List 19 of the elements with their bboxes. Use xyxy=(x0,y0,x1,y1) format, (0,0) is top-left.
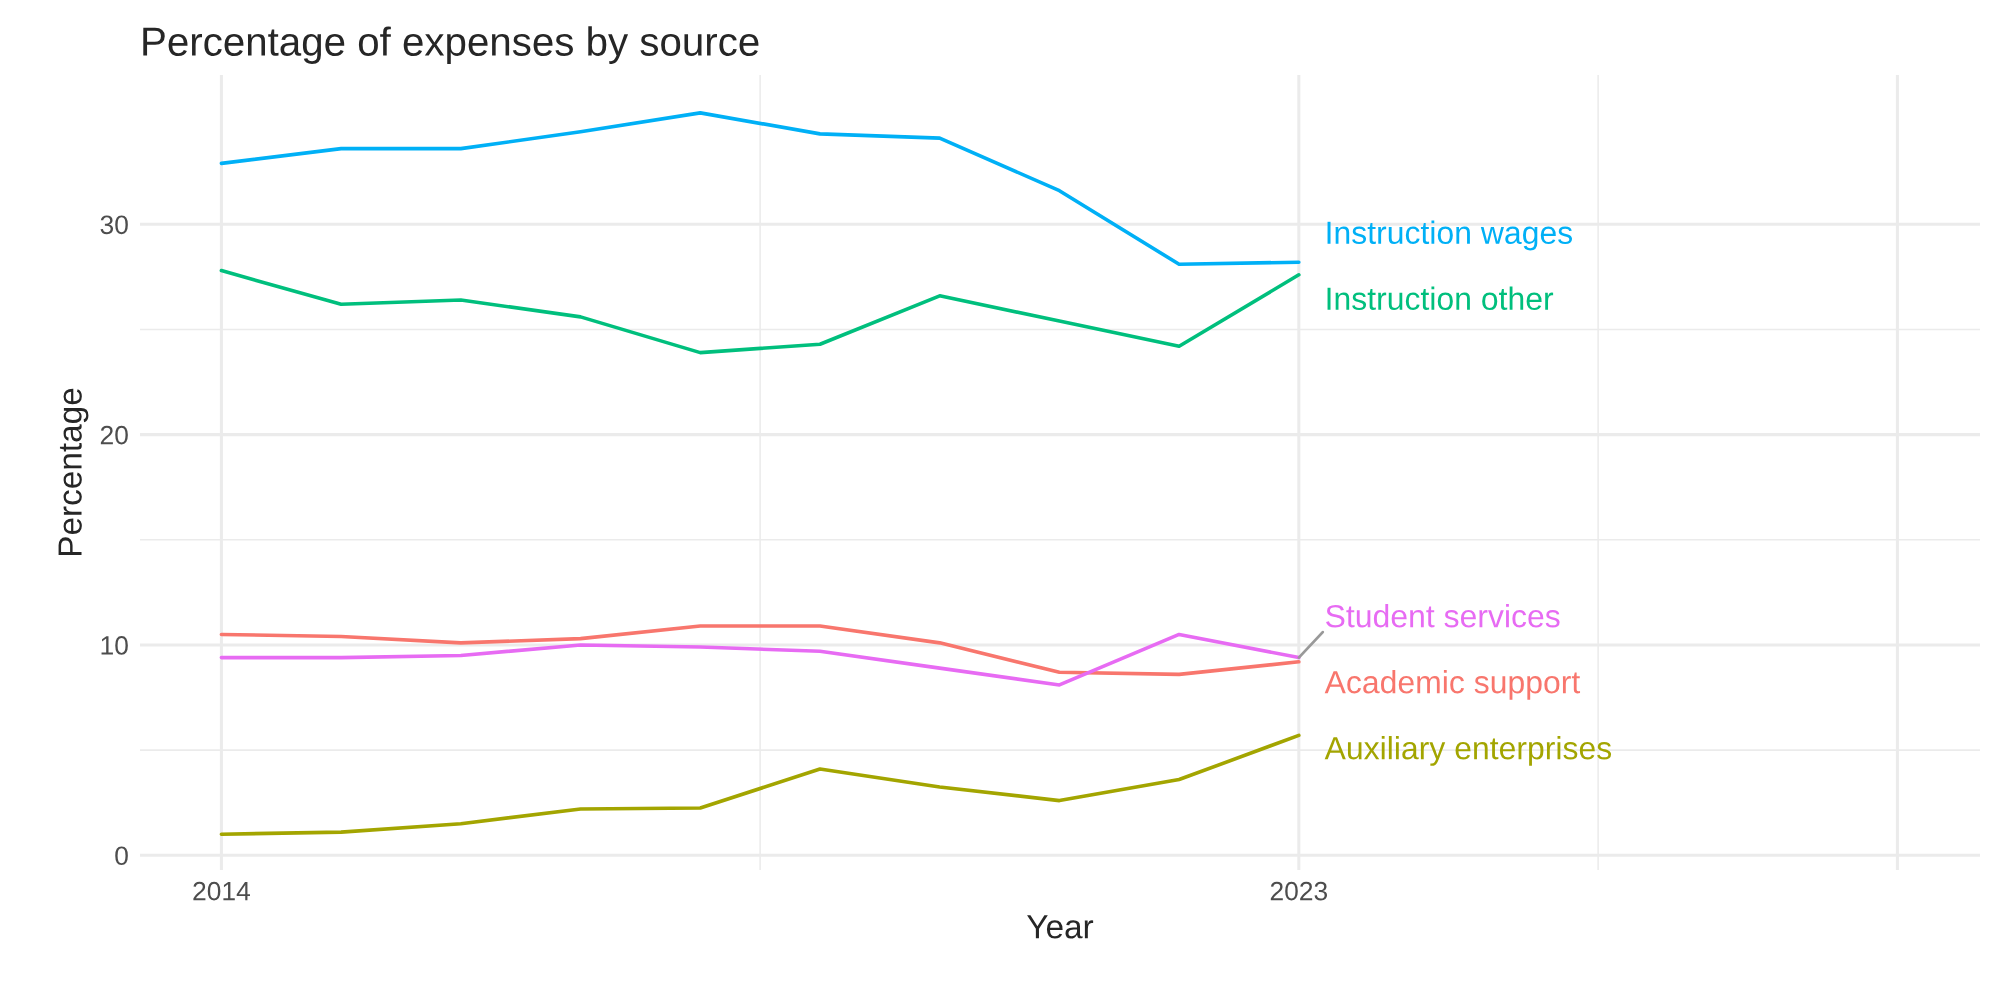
y-tick-label: 30 xyxy=(100,215,128,235)
series-label: Academic support xyxy=(1324,670,1581,700)
x-tick-label: 2014 xyxy=(193,881,250,901)
y-tick-label: 20 xyxy=(100,425,128,445)
chart-title: Percentage of expenses by source xyxy=(143,26,759,64)
series-label: Auxiliary enterprises xyxy=(1324,736,1612,766)
line-series xyxy=(219,624,1301,677)
x-axis-title: Year xyxy=(1027,915,1094,939)
y-tick-label: 10 xyxy=(101,636,128,655)
series-label: Instruction wages xyxy=(1327,220,1573,251)
line-series xyxy=(219,111,1301,267)
y-axis-title: Percentage xyxy=(58,388,89,556)
line-series xyxy=(219,632,1301,687)
line-series xyxy=(219,268,1301,355)
x-tick-label: 2023 xyxy=(1270,881,1328,901)
line-series xyxy=(219,733,1301,837)
y-tick-label: 0 xyxy=(115,846,128,866)
series-label: Instruction other xyxy=(1327,286,1554,311)
series-label: Student services xyxy=(1326,604,1560,628)
